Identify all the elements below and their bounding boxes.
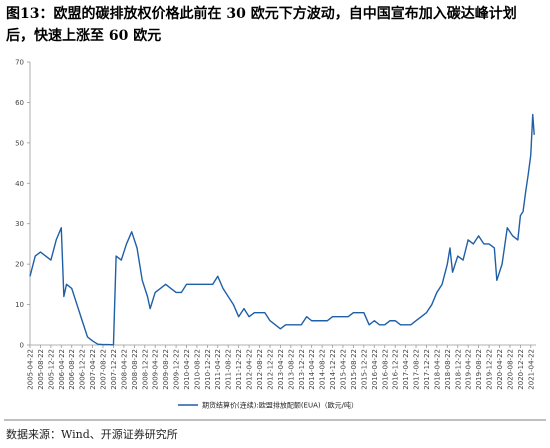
y-tick-label: 30 — [15, 220, 24, 228]
y-tick-label: 50 — [15, 139, 24, 147]
chart-subtitle: 后，快速上涨至 60 欧元 — [6, 27, 161, 44]
x-tick-label: 2013-12-22 — [298, 349, 306, 390]
x-tick-label: 2016-08-22 — [381, 349, 389, 390]
x-tick-label: 2008-12-22 — [141, 349, 149, 390]
x-tick-label: 2012-08-22 — [256, 349, 264, 390]
legend-label: 期货结算价(连续):欧盟排放配额(EUA)（欧元/吨） — [202, 401, 358, 410]
source: 数据来源：Wind、开源证券研究所 — [6, 427, 178, 441]
x-tick-label: 2007-08-22 — [100, 349, 108, 390]
x-tick-label: 2005-04-22 — [27, 349, 35, 390]
x-tick-label: 2014-12-22 — [329, 349, 337, 390]
y-tick-label: 10 — [15, 301, 24, 309]
x-tick-label: 2009-04-22 — [152, 349, 160, 390]
x-tick-label: 2006-12-22 — [79, 349, 87, 390]
x-tick-label: 2018-12-22 — [454, 349, 462, 390]
x-tick-label: 2005-08-22 — [37, 349, 45, 390]
x-tick-label: 2020-08-22 — [506, 349, 514, 390]
x-tick-label: 2008-04-22 — [120, 349, 128, 390]
x-tick-label: 2019-04-22 — [465, 349, 473, 390]
y-tick-label: 20 — [15, 261, 24, 269]
x-tick-label: 2009-12-22 — [173, 349, 181, 390]
x-tick-label: 2011-08-22 — [225, 349, 233, 390]
x-tick-label: 2013-08-22 — [287, 349, 295, 390]
x-tick-label: 2014-04-22 — [308, 349, 316, 390]
x-tick-label: 2012-12-22 — [267, 349, 275, 390]
x-tick-label: 2015-12-22 — [360, 349, 368, 390]
x-tick-label: 2016-12-22 — [392, 349, 400, 390]
x-tick-label: 2011-12-22 — [235, 349, 243, 390]
y-tick-label: 70 — [15, 59, 24, 67]
chart-title: 图13：欧盟的碳排放权价格此前在 30 欧元下方波动，自中国宣布加入碳达峰计划 — [6, 5, 517, 22]
x-tick-label: 2010-04-22 — [183, 349, 191, 390]
x-tick-label: 2019-12-22 — [486, 349, 494, 390]
x-tick-label: 2012-04-22 — [246, 349, 254, 390]
x-tick-label: 2006-04-22 — [58, 349, 66, 390]
x-tick-label: 2020-12-22 — [517, 349, 525, 390]
x-tick-label: 2021-04-22 — [527, 349, 535, 390]
x-tick-label: 2018-04-22 — [433, 349, 441, 390]
x-tick-label: 2019-08-22 — [475, 349, 483, 390]
x-tick-label: 2005-12-22 — [47, 349, 55, 390]
x-tick-label: 2013-04-22 — [277, 349, 285, 390]
x-tick-label: 2015-08-22 — [350, 349, 358, 390]
x-tick-label: 2010-08-22 — [193, 349, 201, 390]
x-tick-label: 2017-08-22 — [413, 349, 421, 390]
y-tick-label: 60 — [15, 99, 24, 107]
x-tick-label: 2020-04-22 — [496, 349, 504, 390]
data-line — [29, 113, 535, 346]
x-tick-label: 2009-08-22 — [162, 349, 170, 390]
x-tick-label: 2016-04-22 — [371, 349, 379, 390]
x-tick-label: 2014-08-22 — [319, 349, 327, 390]
x-tick-label: 2018-08-22 — [444, 349, 452, 390]
x-tick-label: 2015-04-22 — [339, 349, 347, 390]
x-tick-label: 2017-04-22 — [402, 349, 410, 390]
x-tick-label: 2007-12-22 — [110, 349, 118, 390]
y-tick-label: 40 — [15, 180, 24, 188]
x-tick-label: 2006-08-22 — [68, 349, 76, 390]
x-tick-label: 2007-04-22 — [89, 349, 97, 390]
x-tick-label: 2008-08-22 — [131, 349, 139, 390]
x-tick-label: 2010-12-22 — [204, 349, 212, 390]
y-tick-label: 0 — [20, 342, 24, 350]
x-tick-label: 2011-04-22 — [214, 349, 222, 390]
x-tick-label: 2017-12-22 — [423, 349, 431, 390]
